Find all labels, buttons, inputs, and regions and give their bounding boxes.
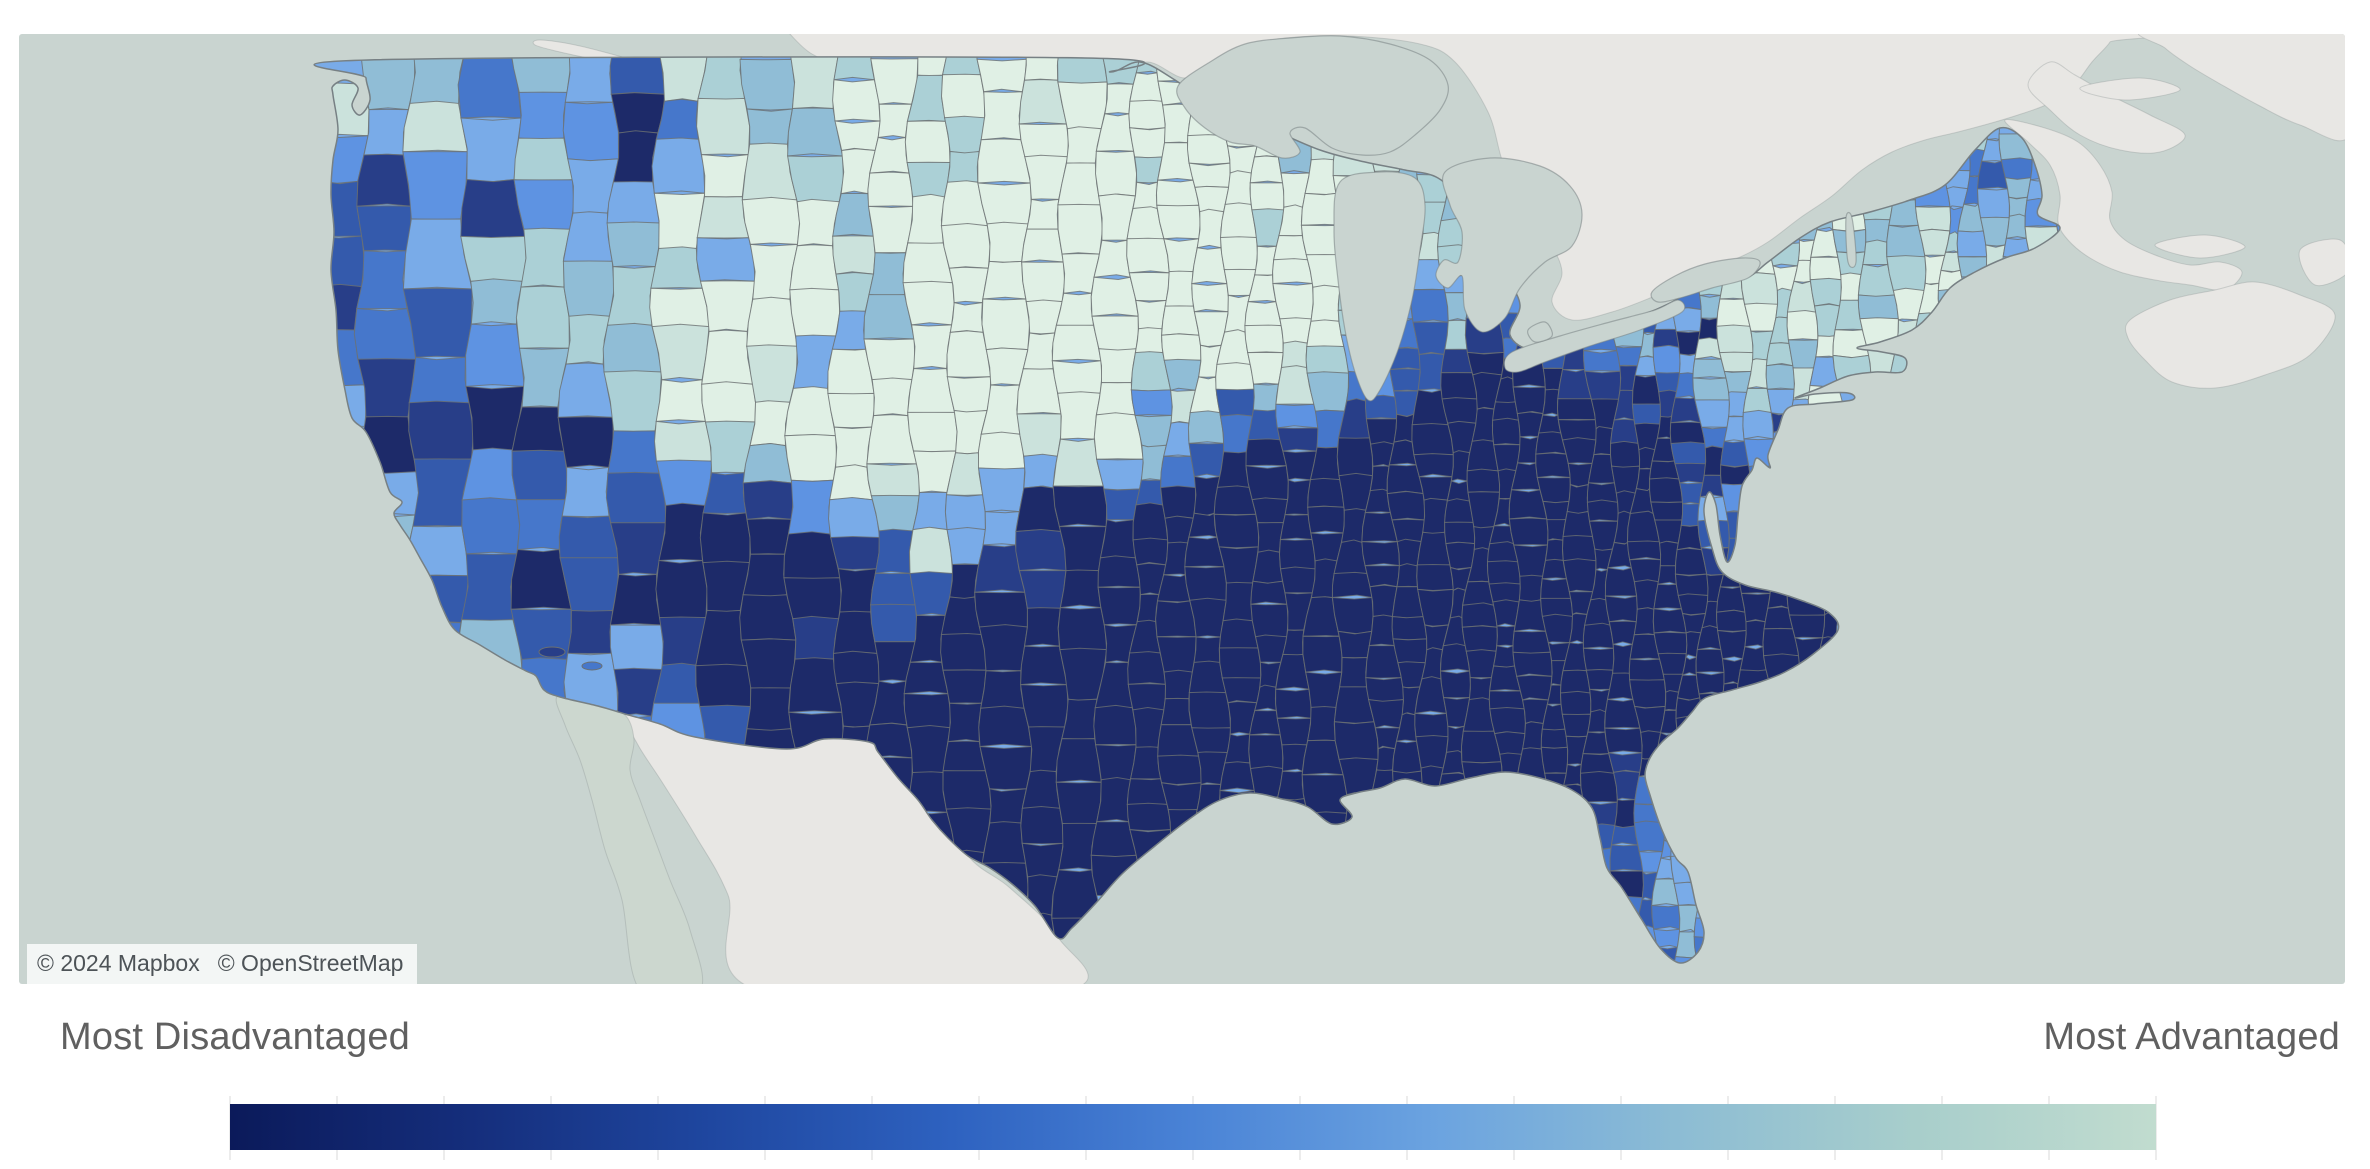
choropleth-map-svg [313, 34, 2345, 984]
map-canvas[interactable]: © 2024 Mapbox © OpenStreetMap [19, 34, 2345, 984]
counties-layer [314, 56, 2061, 964]
legend-gradient-bar [230, 1104, 2156, 1150]
osm-attribution-link[interactable]: © OpenStreetMap [217, 950, 404, 976]
mapbox-attribution-link[interactable]: © 2024 Mapbox [37, 950, 200, 976]
legend-min-label: Most Disadvantaged [60, 1016, 411, 1058]
map-attribution: © 2024 Mapbox © OpenStreetMap [27, 944, 418, 984]
legend-max-label: Most Advantaged [2043, 1016, 2340, 1058]
